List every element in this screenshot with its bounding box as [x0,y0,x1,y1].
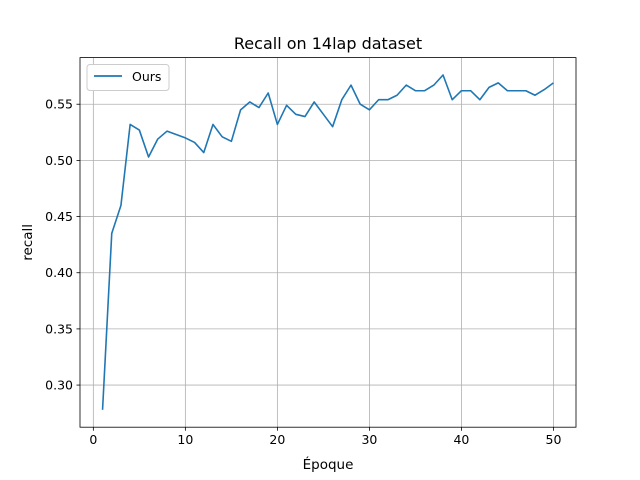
chart-title: Recall on 14lap dataset [234,34,422,53]
x-axis-label: Époque [303,456,354,473]
x-tick-label: 10 [177,432,193,447]
series-line-ours [101,74,554,410]
x-tick-label: 0 [89,432,97,447]
y-tick-label: 0.55 [45,97,73,112]
x-tick-label: 40 [453,432,469,447]
y-axis-ticks: 0.30 0.35 0.40 0.45 0.50 0.55 [45,97,80,393]
legend-label-ours: Ours [132,69,161,84]
plot-frame [79,57,577,428]
y-tick-label: 0.50 [45,153,73,168]
x-tick-label: 20 [269,432,285,447]
series-layer [101,74,554,410]
legend-box [86,64,170,91]
x-axis-ticks: 0 10 20 30 40 50 [89,427,561,447]
y-tick-label: 0.40 [45,265,73,280]
grid-lines [80,57,576,428]
y-tick-label: 0.30 [45,378,73,393]
y-tick-label: 0.45 [45,209,73,224]
legend: Ours [86,64,170,91]
x-tick-label: 50 [546,432,562,447]
y-tick-label: 0.35 [45,321,73,336]
y-axis-label: recall [20,224,36,261]
x-tick-label: 30 [361,432,377,447]
